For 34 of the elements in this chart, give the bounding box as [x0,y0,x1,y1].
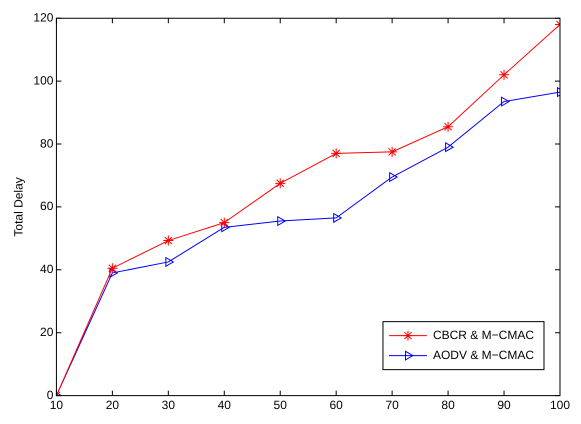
legend-label: AODV & M−CMAC [432,348,534,362]
x-tick-label: 20 [106,398,120,412]
point [106,262,118,274]
legend-label: CBCR & M−CMAC [432,328,534,342]
point [501,96,510,106]
point [221,222,230,232]
point [274,178,286,189]
x-tick-label: 100 [550,398,570,412]
y-axis-title: Total Delay [12,177,26,237]
x-tick-label: 90 [497,398,512,412]
y-tick-label: 80 [40,136,54,150]
point [330,148,342,159]
x-tick-label: 70 [385,398,400,412]
y-tick-label: 20 [40,325,54,340]
y-tick-label: 100 [33,73,54,88]
x-tick-label: 80 [441,398,456,412]
point [333,213,342,223]
x-tick-label: 40 [218,398,232,412]
point [162,235,174,246]
y-tick-label: 120 [33,10,54,25]
point [445,142,454,152]
y-tick-label: 60 [40,199,54,214]
x-tick-label: 60 [330,398,344,412]
point [498,69,510,80]
point [386,146,398,158]
point [389,172,398,182]
point [442,121,454,132]
y-tick-label: 40 [40,262,54,276]
point [109,268,118,278]
x-tick-label: 50 [274,398,288,412]
point [277,216,286,226]
point [165,257,174,267]
point [218,217,230,228]
x-tick-label: 30 [162,398,176,412]
